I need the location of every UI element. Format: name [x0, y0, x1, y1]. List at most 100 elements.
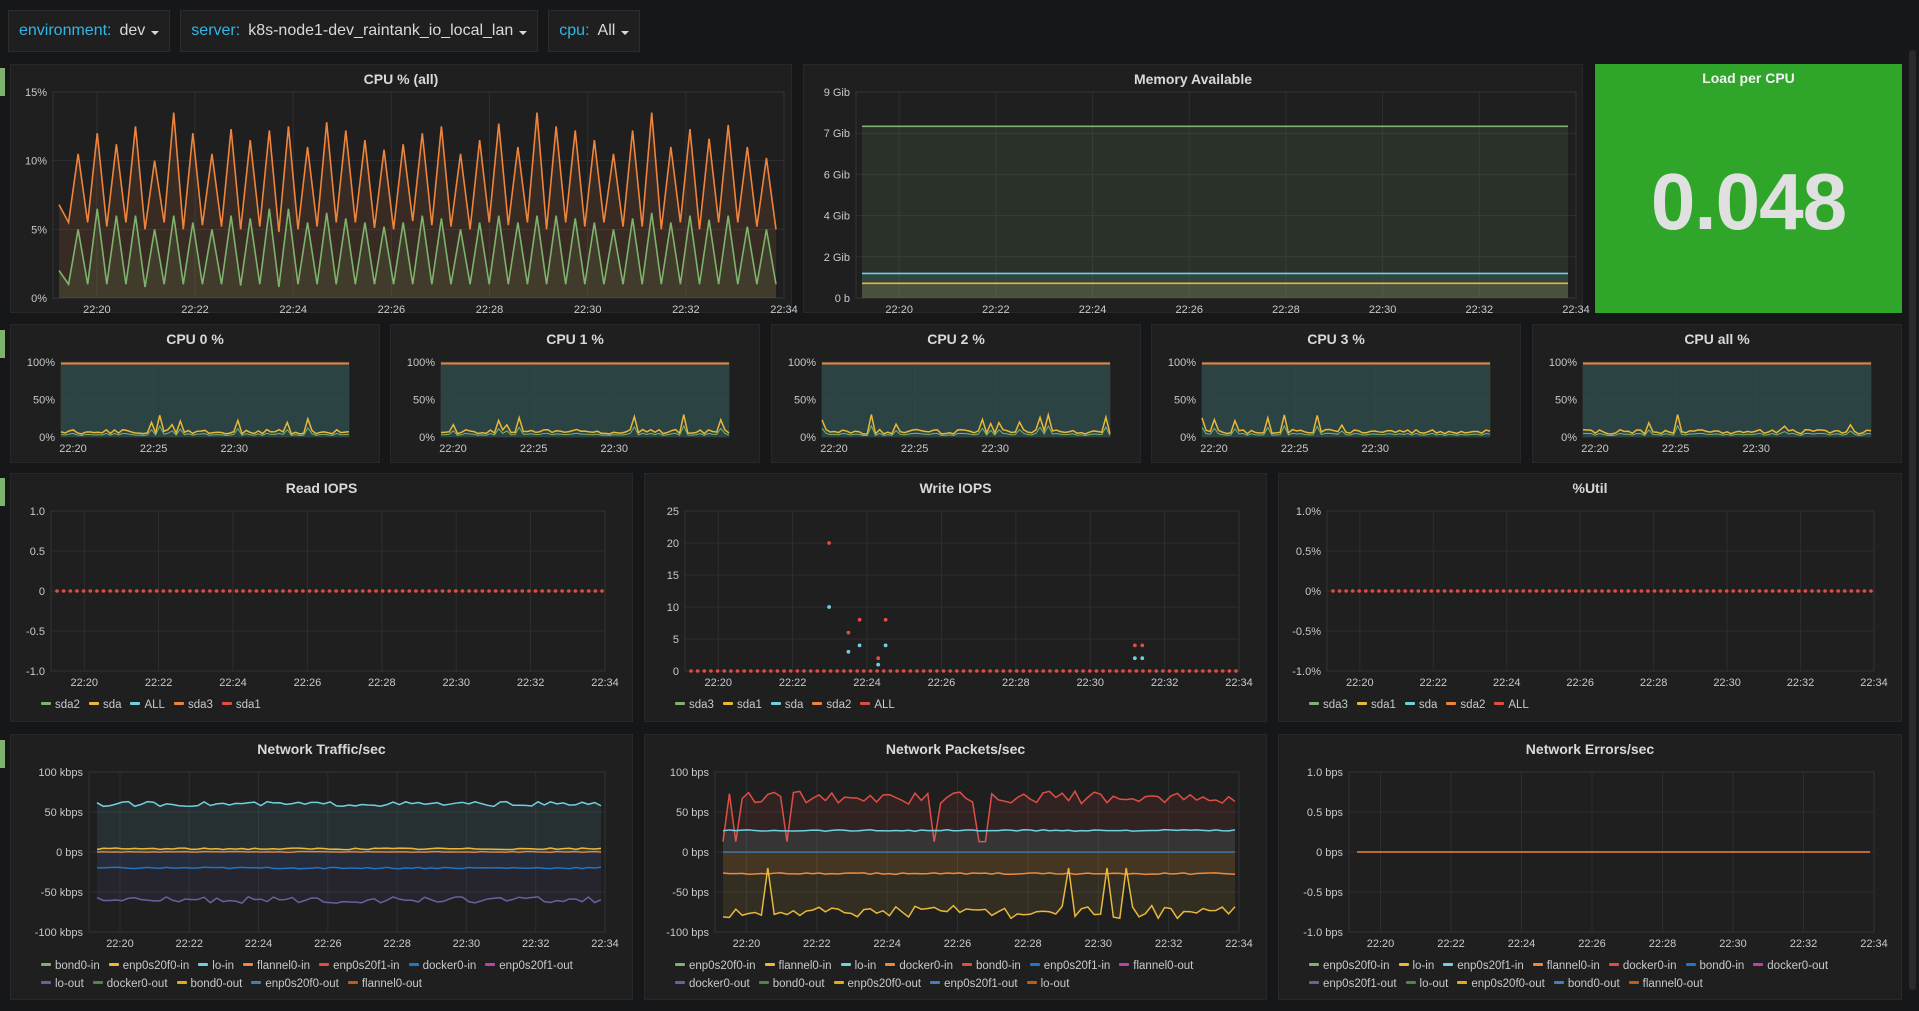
y-tick-label: -1.0% [1292, 666, 1321, 678]
data-point [1344, 589, 1348, 593]
legend-item[interactable]: docker0-in [408, 957, 476, 975]
legend-item[interactable]: enp0s20f1-in [1443, 957, 1524, 975]
legend-item[interactable]: bond0-in [41, 957, 100, 975]
legend-item[interactable]: flannel0-out [1119, 957, 1193, 975]
y-tick-label: 0 [39, 586, 45, 598]
legend-item[interactable]: lo-out [1405, 975, 1448, 993]
legend-item[interactable]: enp0s20f1-in [1029, 957, 1110, 975]
data-point [827, 605, 831, 609]
data-point [1659, 589, 1663, 593]
x-tick-label: 22:30 [1362, 443, 1390, 455]
legend-item[interactable]: enp0s20f1-out [930, 975, 1018, 993]
legend-item[interactable]: sda1 [1356, 696, 1396, 714]
legend-item[interactable]: sda3 [675, 696, 714, 714]
legend-item[interactable]: enp0s20f0-in [1309, 957, 1390, 975]
legend-item[interactable]: bond0-out [176, 975, 242, 993]
panel-title[interactable]: Write IOPS [919, 480, 992, 496]
plot-border [1326, 510, 1875, 672]
legend-item[interactable]: sda2 [41, 696, 80, 714]
panel-title[interactable]: Read IOPS [285, 480, 358, 496]
data-point [1665, 589, 1670, 593]
legend-item[interactable]: sda1 [722, 696, 762, 714]
legend-item[interactable]: ALL [1494, 696, 1529, 714]
data-point [400, 589, 405, 593]
data-point [321, 589, 325, 593]
legend-item[interactable]: sda1 [221, 696, 261, 714]
row-collapse-handle[interactable] [0, 740, 5, 768]
panel-title[interactable]: Network Traffic/sec [257, 741, 386, 757]
x-tick-label: 22:34 [1860, 677, 1888, 689]
panel-title[interactable]: CPU 2 % [927, 331, 985, 347]
legend-item[interactable]: enp0s20f1-out [485, 957, 573, 975]
row-collapse-handle[interactable] [0, 330, 5, 358]
legend-item[interactable]: flannel0-in [764, 957, 832, 975]
panel-title[interactable]: Load per CPU [1702, 70, 1795, 86]
environment-variable-dropdown[interactable]: environment: dev [8, 10, 171, 52]
panel-title[interactable]: %Util [1572, 480, 1608, 496]
legend-item[interactable]: sda2 [812, 696, 851, 714]
legend-item[interactable]: ALL [130, 696, 165, 714]
data-point [1797, 589, 1801, 593]
data-point [1528, 589, 1532, 593]
legend-item[interactable]: flannel0-out [1628, 975, 1703, 993]
legend-item[interactable]: lo-out [41, 975, 84, 993]
legend-item[interactable]: docker0-in [1608, 957, 1677, 975]
legend-item[interactable]: flannel0-in [243, 957, 310, 975]
data-point [1508, 589, 1512, 593]
legend-item[interactable]: enp0s20f1-in [319, 957, 400, 975]
legend-item[interactable]: lo-in [840, 957, 876, 975]
panel-title[interactable]: CPU 3 % [1307, 331, 1365, 347]
legend-item[interactable]: enp0s20f0-out [833, 975, 921, 993]
legend-label: docker0-out [106, 978, 168, 990]
y-tick-label: 0.5 bps [1307, 807, 1344, 819]
legend-item[interactable]: docker0-out [675, 975, 750, 993]
legend-label: ALL [874, 699, 895, 711]
x-tick-label: 22:28 [1640, 677, 1668, 689]
legend-item[interactable]: docker0-out [92, 975, 168, 993]
legend-item[interactable]: bond0-in [962, 957, 1021, 975]
legend-item[interactable]: sda [1404, 696, 1437, 714]
legend-item[interactable]: sda2 [1446, 696, 1485, 714]
legend-item[interactable]: lo-in [198, 957, 234, 975]
legend-item[interactable]: bond0-out [758, 975, 825, 993]
cpu-variable-dropdown[interactable]: cpu: All [548, 10, 641, 52]
legend-item[interactable]: flannel0-out [347, 975, 422, 993]
legend-item[interactable]: bond0-in [1685, 957, 1744, 975]
data-point [755, 669, 760, 673]
series-line [1582, 414, 1872, 436]
legend-item[interactable]: enp0s20f1-out [1309, 975, 1397, 993]
legend-item[interactable]: lo-out [1026, 975, 1069, 993]
panel-title[interactable]: CPU % (all) [363, 71, 439, 87]
legend-item[interactable]: sda [770, 696, 803, 714]
x-tick-label: 22:26 [1566, 677, 1594, 689]
data-point [1214, 669, 1218, 673]
legend-item[interactable]: docker0-in [885, 957, 953, 975]
row-collapse-handle[interactable] [0, 68, 5, 96]
legend-item[interactable]: enp0s20f0-out [251, 975, 339, 993]
row-collapse-handle[interactable] [0, 478, 5, 506]
x-tick-label: 22:28 [1002, 677, 1030, 689]
panel-title[interactable]: Network Errors/sec [1525, 741, 1655, 757]
data-point [1014, 669, 1019, 673]
data-point [214, 589, 219, 593]
series-line [96, 850, 602, 854]
server-variable-dropdown[interactable]: server: k8s-node1-dev_raintank_io_local_… [180, 10, 539, 52]
panel-title[interactable]: Memory Available [1133, 71, 1252, 87]
legend-item[interactable]: bond0-out [1553, 975, 1620, 993]
page-scrollbar[interactable] [1909, 50, 1916, 990]
panel-title[interactable]: CPU 0 % [166, 331, 224, 347]
legend-item[interactable]: enp0s20f0-in [675, 957, 756, 975]
legend-item[interactable]: lo-in [1398, 957, 1434, 975]
legend-item[interactable]: flannel0-in [1532, 957, 1600, 975]
legend-item[interactable]: sda3 [1309, 696, 1348, 714]
legend-item[interactable]: docker0-out [1753, 957, 1828, 975]
legend-item[interactable]: sda3 [173, 696, 213, 714]
panel-title[interactable]: Network Packets/sec [885, 741, 1026, 757]
panel-title[interactable]: CPU all % [1684, 331, 1750, 347]
legend-item[interactable]: ALL [860, 696, 895, 714]
data-point [1521, 589, 1526, 593]
panel-title[interactable]: CPU 1 % [546, 331, 604, 347]
legend-item[interactable]: enp0s20f0-out [1457, 975, 1545, 993]
legend-item[interactable]: enp0s20f0-in [108, 957, 189, 975]
legend-item[interactable]: sda [88, 696, 121, 714]
